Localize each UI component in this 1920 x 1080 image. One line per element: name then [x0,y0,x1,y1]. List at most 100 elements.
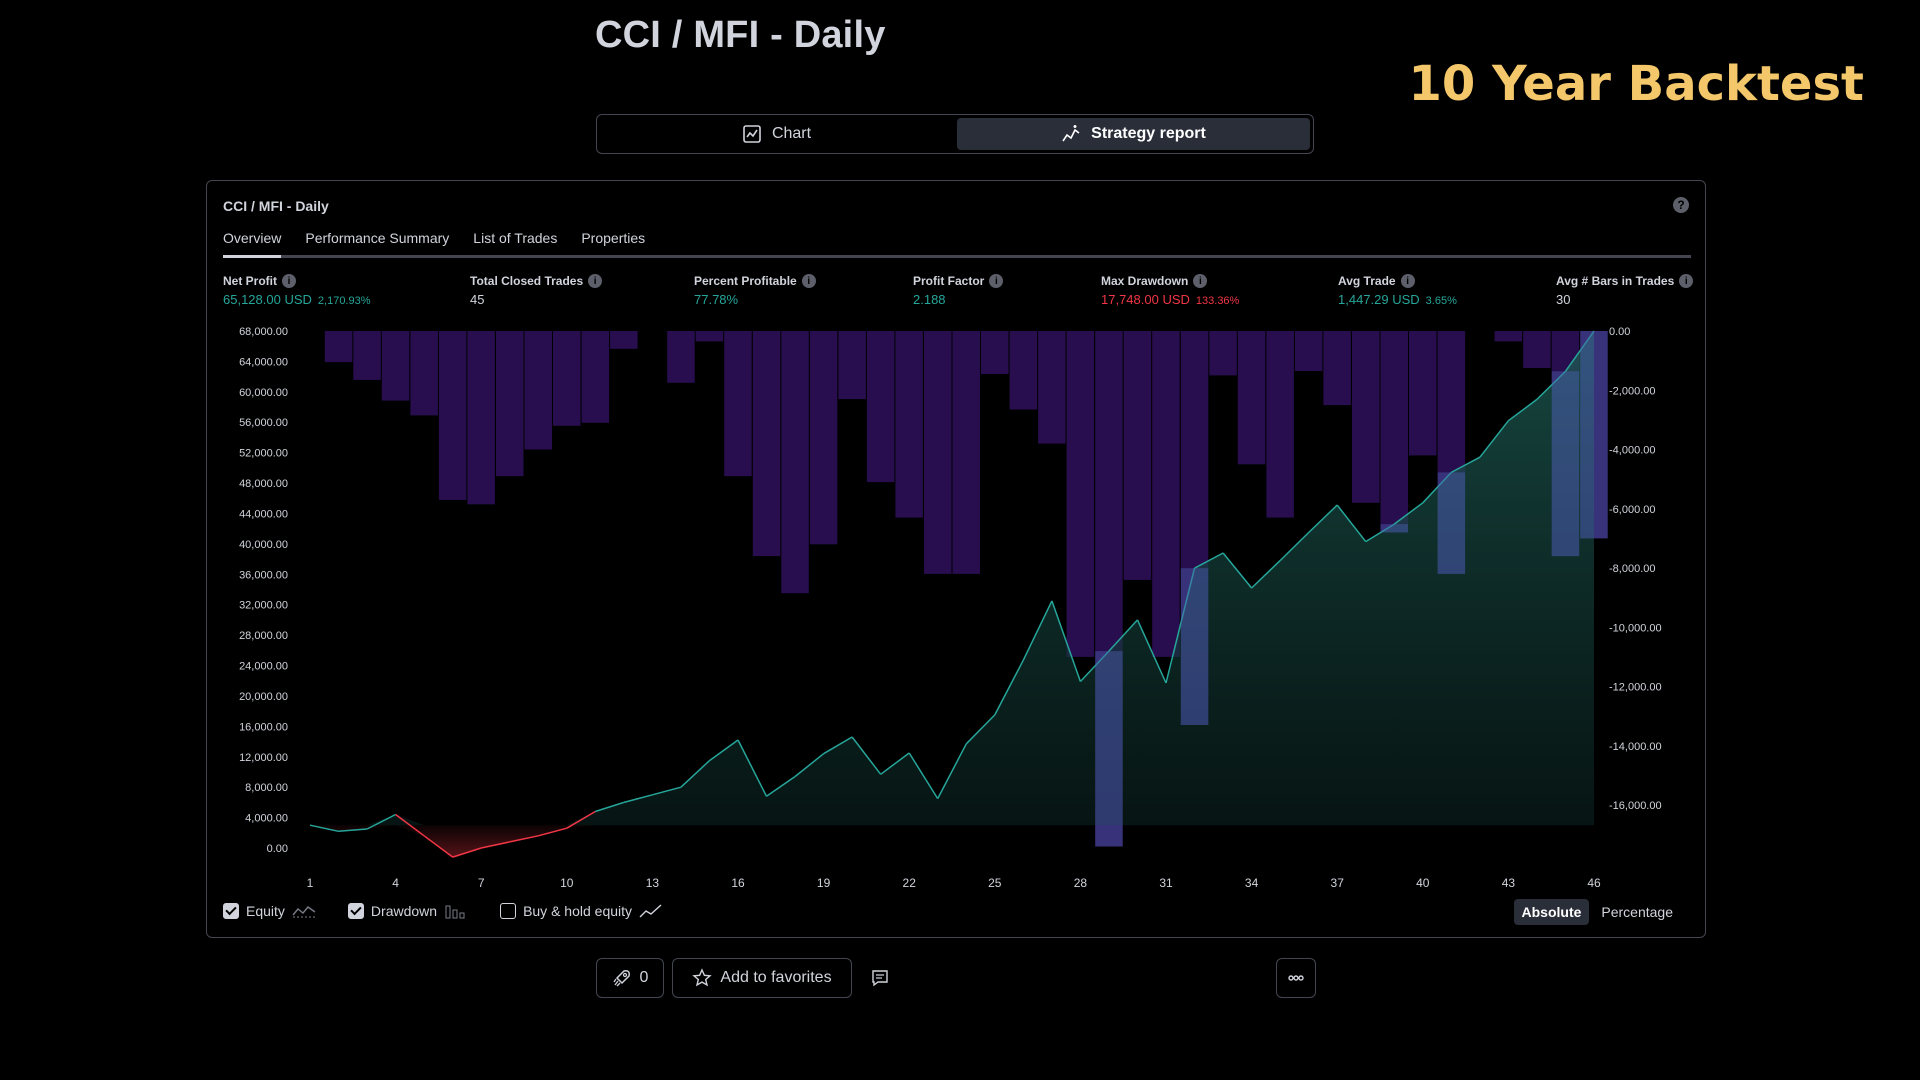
equity-line-segment [566,810,596,829]
absolute-mode-button[interactable]: Absolute [1513,899,1590,925]
left-axis-tick-label: 52,000.00 [239,448,288,460]
strategy-report-tab-label: Strategy report [1091,125,1206,142]
x-axis-tick-label: 7 [478,876,485,890]
chart-tab-label: Chart [771,125,812,142]
equity-line-segment [1136,619,1167,684]
equity-line-segment [1108,619,1139,652]
drawdown-bar [410,331,438,416]
right-axis-tick-label: -12,000.00 [1609,682,1662,694]
equity-line-segment [1222,552,1253,589]
legend-buy-hold-toggle[interactable]: Buy & hold equity [500,903,663,919]
drawdown-bar [524,331,552,450]
view-toggle: Chart Strategy report [596,114,1314,154]
x-axis-tick-label: 22 [903,876,917,890]
equity-line-segment [1165,568,1196,684]
left-axis-tick-label: 56,000.00 [239,417,288,429]
metric-avg-bars-in-trades: Avg # Bars in Trades i 30 [1556,274,1694,307]
info-icon[interactable]: i [1400,274,1415,288]
more-options-button[interactable] [1276,958,1316,998]
metric-value: 17,748.00 USD 133.36% [1101,292,1239,307]
tab-overview[interactable]: Overview [223,230,282,258]
x-axis-tick-label: 13 [646,876,660,890]
equity-line-segment [595,801,625,813]
drawdown-bar [438,331,467,500]
metric-label: Net Profit [223,274,277,288]
left-axis-tick-label: 40,000.00 [239,539,288,551]
metric-label: Total Closed Trades [470,274,584,288]
info-icon[interactable]: i [588,274,603,288]
metric-value: 1,447.29 USD 3.65% [1338,292,1457,307]
equity-line-segment [766,775,796,797]
tab-list-of-trades[interactable]: List of Trades [473,230,558,246]
drawdown-bar [353,331,381,380]
metric-value: 30 [1556,292,1693,307]
boost-button[interactable]: 0 [596,958,664,998]
right-axis-tick-label: -6,000.00 [1609,504,1655,516]
chart-legend: Equity Drawdown Buy & hold equity [223,903,663,919]
equity-checkbox[interactable] [223,903,239,919]
drawdown-bar [1409,331,1437,456]
legend-drawdown-toggle[interactable]: Drawdown [347,903,468,919]
equity-line-segment [309,824,339,833]
right-axis-tick-label: -16,000.00 [1609,800,1662,812]
metric-label: Max Drawdown [1101,274,1189,288]
x-axis-tick-label: 40 [1416,876,1430,890]
rocket-icon [613,970,630,987]
equity-line-segment [1365,523,1395,543]
legend-drawdown-label: Drawdown [370,903,438,919]
drawdown-bar [1123,331,1152,580]
drawdown-bar [895,331,923,518]
equity-line-segment [1051,600,1082,682]
equity-line-segment [509,835,539,843]
drawdown-bar [667,331,695,383]
drawdown-bar [467,331,495,505]
legend-buy-hold-label: Buy & hold equity [523,903,633,919]
info-icon[interactable]: i [801,274,816,288]
buy-hold-checkbox[interactable] [500,903,517,919]
drawdown-bar [1009,331,1038,410]
equity-line-segment [1308,504,1338,534]
drawdown-bar [381,331,410,401]
add-to-favorites-button[interactable]: Add to favorites [672,958,852,998]
metric-value: 65,128.00 USD 2,170.93% [223,292,371,307]
tab-performance-summary[interactable]: Performance Summary [305,230,450,246]
drawdown-overlap [1380,524,1408,533]
equity-line-segment [366,813,396,830]
equity-line-segment [1564,330,1595,372]
strategy-report-panel: CCI / MFI - Daily ? Overview Performance… [206,180,1706,938]
info-icon[interactable]: i [1193,274,1208,288]
equity-line-segment [1336,504,1367,543]
info-icon[interactable]: i [282,274,296,288]
drawdown-checkbox[interactable] [347,903,364,919]
equity-line-segment [937,743,967,799]
x-axis-tick-label: 1 [307,876,314,890]
drawdown-overlap [1437,472,1466,574]
equity-line-segment [823,736,853,755]
x-axis-tick-label: 28 [1074,876,1088,890]
chart-tab-button[interactable]: Chart [600,118,953,150]
comment-icon [872,970,888,987]
drawdown-bar [1380,331,1408,533]
comments-button[interactable] [860,958,900,998]
equity-line-segment [851,736,882,775]
metric-percent-profitable: Percent Profitable i 77.78% [694,274,816,307]
right-axis-tick-label: -10,000.00 [1609,622,1662,634]
strategy-report-tab-button[interactable]: Strategy report [957,118,1310,150]
legend-equity-toggle[interactable]: Equity [223,903,316,919]
tab-properties[interactable]: Properties [581,230,646,246]
equity-line-segment [538,827,567,837]
info-icon[interactable]: i [1679,274,1694,288]
equity-drawdown-chart: 68,000.00 64,000.00 60,000.00 56,000.00 52,0… [239,326,1662,890]
help-icon[interactable]: ? [1673,197,1689,213]
drawdown-bar [752,331,781,557]
info-icon[interactable]: i [989,274,1004,288]
drawdown-bar [952,331,980,574]
equity-line-segment [908,752,939,799]
left-axis-tick-label: 16,000.00 [239,721,288,733]
equity-line-segment [1393,502,1424,525]
metric-value: 77.78% [694,292,816,307]
star-icon [692,968,713,987]
equity-area-fill [310,331,1594,826]
percentage-mode-button[interactable]: Percentage [1601,904,1673,920]
drawdown-overlap [1551,371,1580,557]
